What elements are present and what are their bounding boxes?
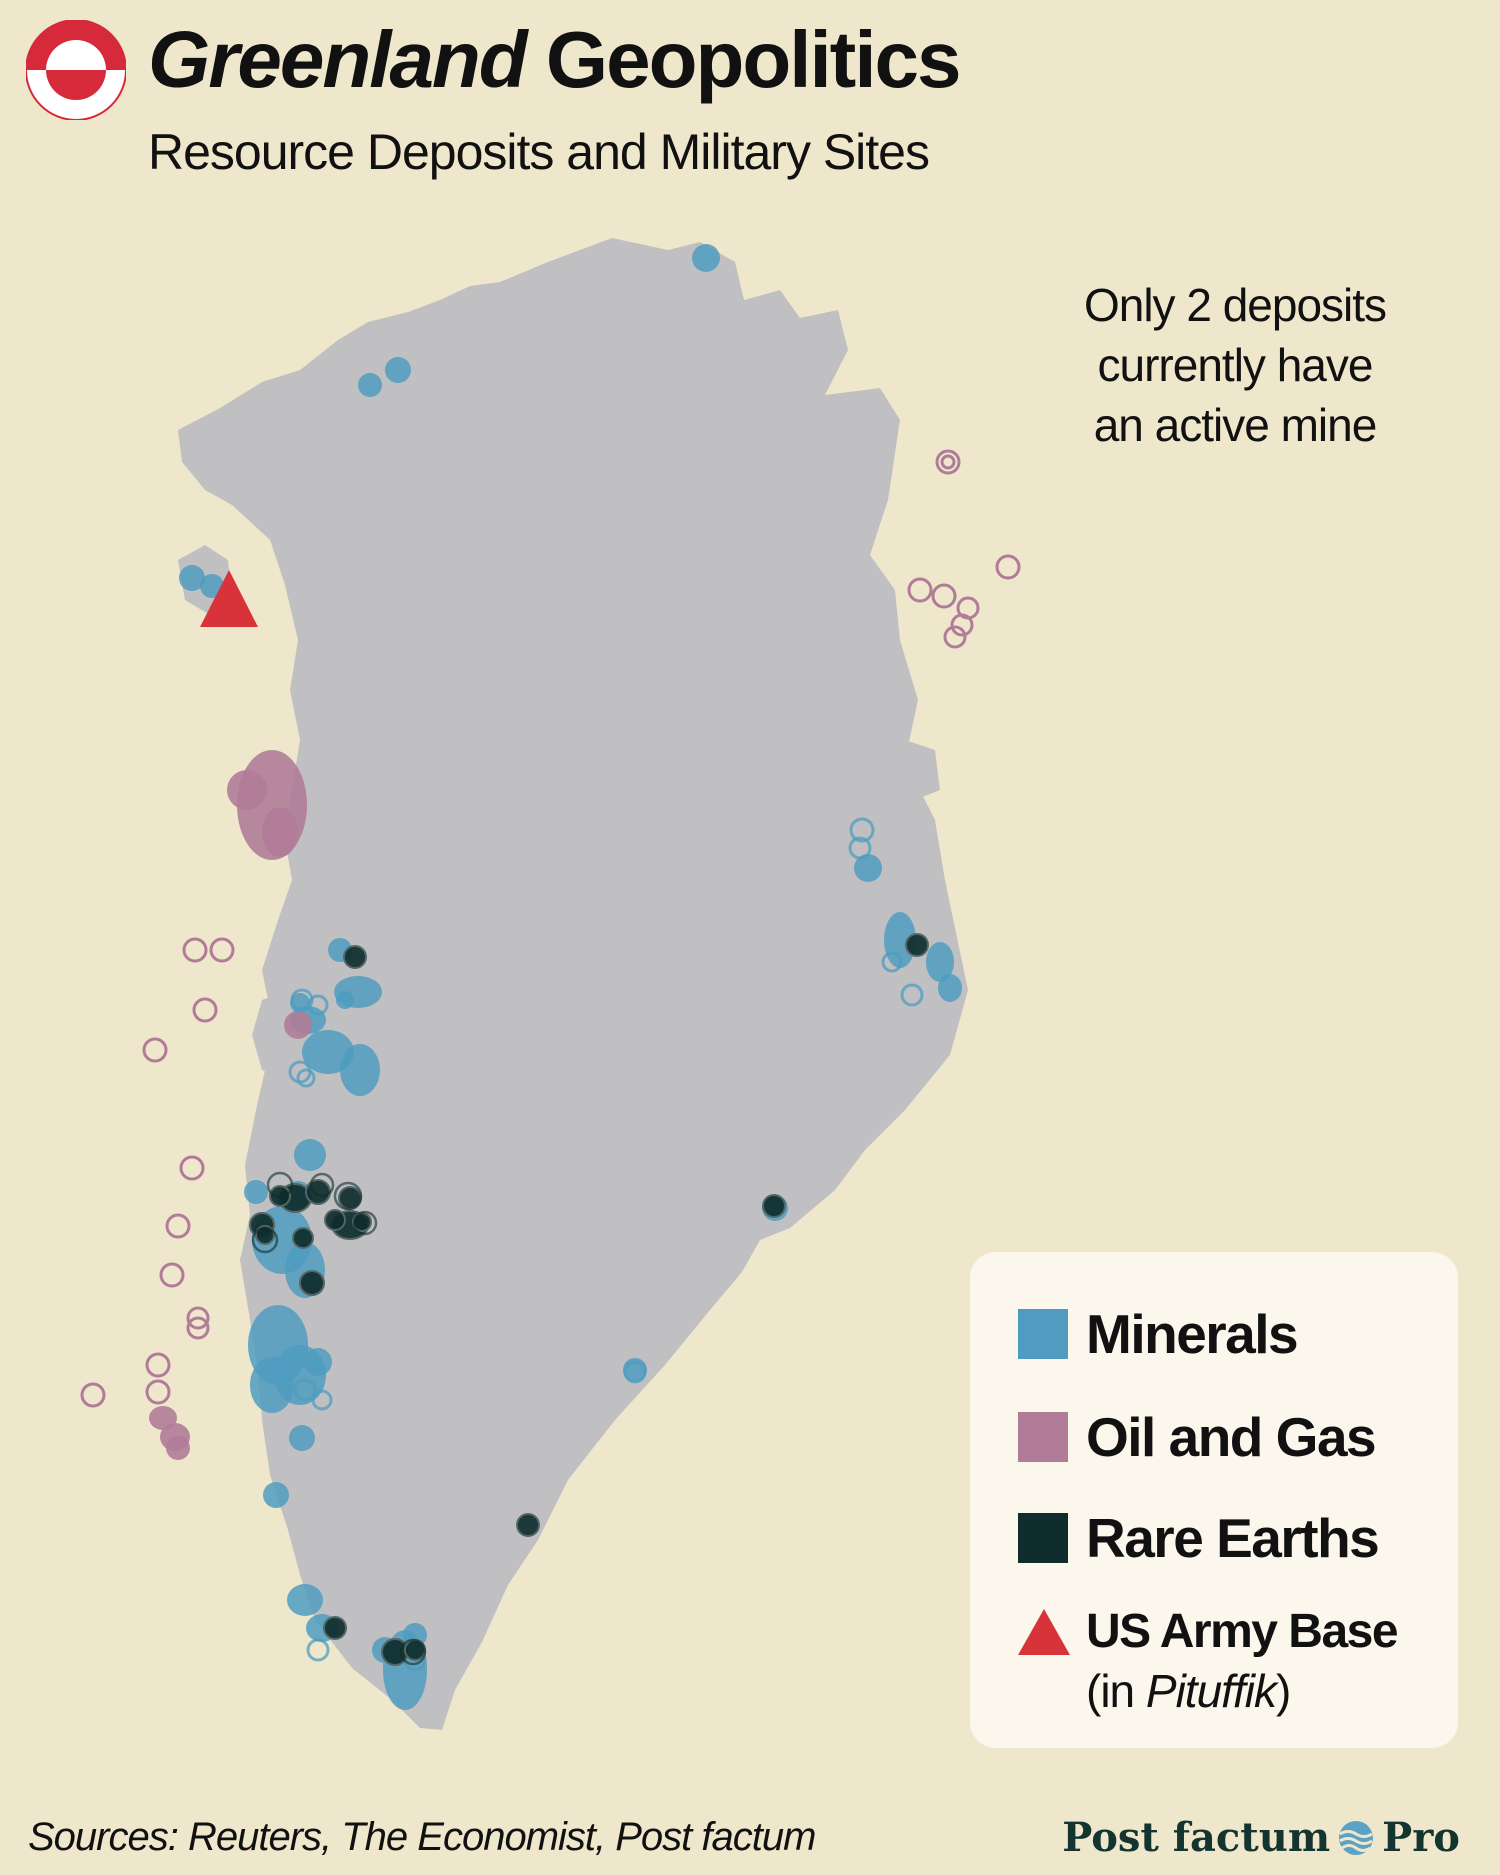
legend-item-minerals: Minerals (1018, 1302, 1299, 1366)
active-mine-note: Only 2 deposits currently have an active m… (1030, 276, 1440, 455)
legend-base-location: (in Pituffik) (1086, 1664, 1291, 1718)
rare-earths-rings (251, 1171, 427, 1666)
legend-item-base: US Army Base (1018, 1604, 1399, 1659)
map-legend: Minerals Oil and Gas Rare Earths US Army… (970, 1252, 1458, 1748)
red-triangle-icon (1018, 1608, 1070, 1655)
legend-item-rare-earths: Rare Earths (1018, 1506, 1380, 1570)
rare-earths-deposits (249, 933, 929, 1666)
title-part-geopolitics: Geopolitics (545, 15, 962, 104)
legend-label-oil-gas: Oil and Gas (1086, 1406, 1377, 1468)
oil-gas-deposits (149, 750, 312, 1460)
base-note-place: Pituffik (1145, 1665, 1277, 1717)
greenland-flag-icon (26, 20, 126, 120)
legend-label-base: US Army Base (1086, 1605, 1399, 1658)
page-subtitle: Resource Deposits and Military Sites (148, 124, 930, 180)
minerals-deposits-outline (288, 817, 924, 1672)
legend-item-oil-gas: Oil and Gas (1018, 1405, 1377, 1469)
note-line-2: currently have (1097, 338, 1374, 391)
note-line-3: an active mine (1093, 398, 1378, 451)
base-note-prefix: (in (1086, 1665, 1146, 1717)
brand-tier: Pro (1382, 1814, 1460, 1861)
legend-label-minerals: Minerals (1086, 1303, 1299, 1365)
red-triangle-icon (200, 570, 258, 627)
oil-gas-deposits-outline (80, 449, 1021, 1408)
legend-label-rare-earths: Rare Earths (1086, 1507, 1380, 1569)
sources-credit: Sources: Reuters, The Economist, Post fa… (28, 1815, 816, 1859)
title-part-greenland: Greenland (148, 15, 528, 104)
wave-globe-icon (1339, 1820, 1374, 1855)
land-mass (178, 238, 968, 1730)
brand-logo: Post factum Pro (1062, 1814, 1460, 1861)
base-note-suffix: ) (1275, 1665, 1291, 1717)
rare-earths-swatch (1018, 1513, 1068, 1563)
page-title: Greenland Geopolitics (148, 14, 962, 106)
minerals-swatch (1018, 1309, 1068, 1359)
brand-name: Post factum (1062, 1814, 1331, 1861)
note-line-1: Only 2 deposits (1083, 279, 1387, 331)
oil-gas-swatch (1018, 1412, 1068, 1462)
